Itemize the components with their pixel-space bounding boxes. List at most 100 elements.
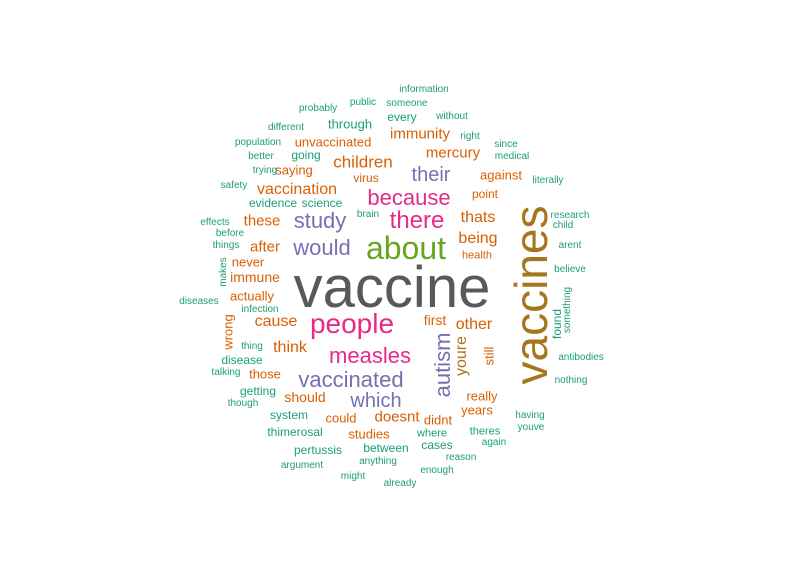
- word-arent: arent: [558, 240, 582, 251]
- word-didnt: didnt: [423, 412, 453, 428]
- word-which: which: [350, 390, 402, 412]
- word-disease: disease: [221, 353, 263, 367]
- word-child: child: [552, 220, 574, 231]
- word-science: science: [301, 196, 343, 210]
- word-enough: enough: [420, 465, 454, 476]
- word-going: going: [291, 148, 321, 162]
- word-theres: theres: [469, 425, 501, 438]
- word-still: still: [481, 346, 497, 366]
- word-other: other: [455, 316, 493, 333]
- word-research: research: [550, 210, 590, 221]
- word-right: right: [460, 131, 480, 142]
- word-really: really: [466, 388, 498, 404]
- word-wrong: wrong: [220, 314, 236, 350]
- word-being: being: [458, 230, 498, 247]
- word-youre: youre: [453, 335, 470, 377]
- word-reason: reason: [445, 452, 477, 463]
- word-safety: safety: [220, 180, 248, 191]
- word-every: every: [387, 110, 417, 124]
- word-where: where: [417, 427, 447, 440]
- word-against: against: [480, 167, 522, 183]
- word-diseases: diseases: [179, 296, 219, 307]
- word-pertussis: pertussis: [293, 443, 343, 457]
- word-would: would: [293, 235, 351, 260]
- word-before: before: [215, 228, 245, 239]
- word-might: might: [340, 471, 366, 482]
- word-never: never: [231, 254, 265, 270]
- word-their: their: [411, 164, 451, 186]
- word-vaccines: vaccines: [505, 205, 557, 385]
- word-evidence: evidence: [248, 196, 298, 210]
- word-again: again: [481, 437, 507, 448]
- word-after: after: [249, 238, 281, 256]
- word-first: first: [423, 312, 447, 328]
- word-virus: virus: [353, 171, 379, 185]
- word-public: public: [349, 97, 377, 108]
- word-people: people: [309, 308, 395, 339]
- word-unvaccinated: unvaccinated: [294, 134, 372, 150]
- word-nothing: nothing: [554, 375, 588, 386]
- word-study: study: [293, 208, 347, 233]
- word-studies: studies: [348, 426, 390, 442]
- word-having: having: [515, 410, 545, 421]
- word-already: already: [383, 478, 417, 489]
- word-someone: someone: [386, 98, 428, 109]
- word-without: without: [436, 111, 468, 122]
- word-point: point: [471, 187, 499, 201]
- word-immune: immune: [230, 269, 280, 285]
- word-things: things: [212, 240, 240, 251]
- word-talking: talking: [211, 367, 241, 378]
- word-autism: autism: [430, 332, 455, 398]
- word-believe: believe: [554, 264, 586, 275]
- word-since: since: [494, 139, 518, 150]
- word-thimerosal: thimerosal: [267, 425, 323, 439]
- word-information: information: [399, 84, 449, 95]
- word-medical: medical: [494, 151, 530, 162]
- word-measles: measles: [329, 343, 411, 368]
- word-system: system: [269, 408, 309, 422]
- word-different: different: [268, 122, 304, 133]
- word-cases: cases: [421, 438, 453, 452]
- word-something: something: [562, 286, 573, 334]
- word-actually: actually: [229, 288, 275, 304]
- word-saying: saying: [275, 162, 313, 178]
- word-better: better: [248, 151, 274, 162]
- word-about: about: [365, 230, 447, 266]
- word-could: could: [325, 410, 357, 426]
- word-vaccine: vaccine: [293, 255, 491, 320]
- word-immunity: immunity: [389, 125, 451, 143]
- word-should: should: [284, 389, 326, 405]
- word-though: though: [227, 398, 259, 409]
- word-vaccinated: vaccinated: [298, 367, 404, 392]
- word-thats: thats: [460, 209, 496, 226]
- word-antibodies: antibodies: [558, 352, 604, 363]
- word-health: health: [462, 249, 492, 262]
- word-probably: probably: [298, 103, 338, 114]
- word-brain: brain: [356, 209, 380, 220]
- word-literally: literally: [532, 175, 564, 186]
- word-cause: cause: [254, 313, 298, 330]
- word-those: those: [249, 366, 281, 382]
- word-think: think: [273, 339, 307, 356]
- word-children: children: [333, 152, 393, 172]
- word-argument: argument: [280, 460, 324, 471]
- word-mercury: mercury: [425, 144, 481, 162]
- word-population: population: [234, 137, 282, 148]
- word-effects: effects: [200, 217, 230, 228]
- word-makes: makes: [218, 257, 229, 287]
- word-thing: thing: [241, 341, 263, 352]
- word-anything: anything: [359, 456, 397, 467]
- word-between: between: [363, 441, 409, 455]
- word-because: because: [367, 185, 451, 210]
- word-vaccination: vaccination: [256, 181, 338, 198]
- word-getting: getting: [239, 384, 277, 398]
- word-doesnt: doesnt: [374, 408, 420, 426]
- word-there: there: [389, 207, 445, 234]
- word-years: years: [461, 402, 493, 418]
- word-through: through: [327, 116, 373, 132]
- word-these: these: [243, 212, 281, 230]
- word-trying: trying: [252, 165, 278, 176]
- word-infection: infection: [241, 304, 279, 315]
- word-youve: youve: [517, 422, 545, 433]
